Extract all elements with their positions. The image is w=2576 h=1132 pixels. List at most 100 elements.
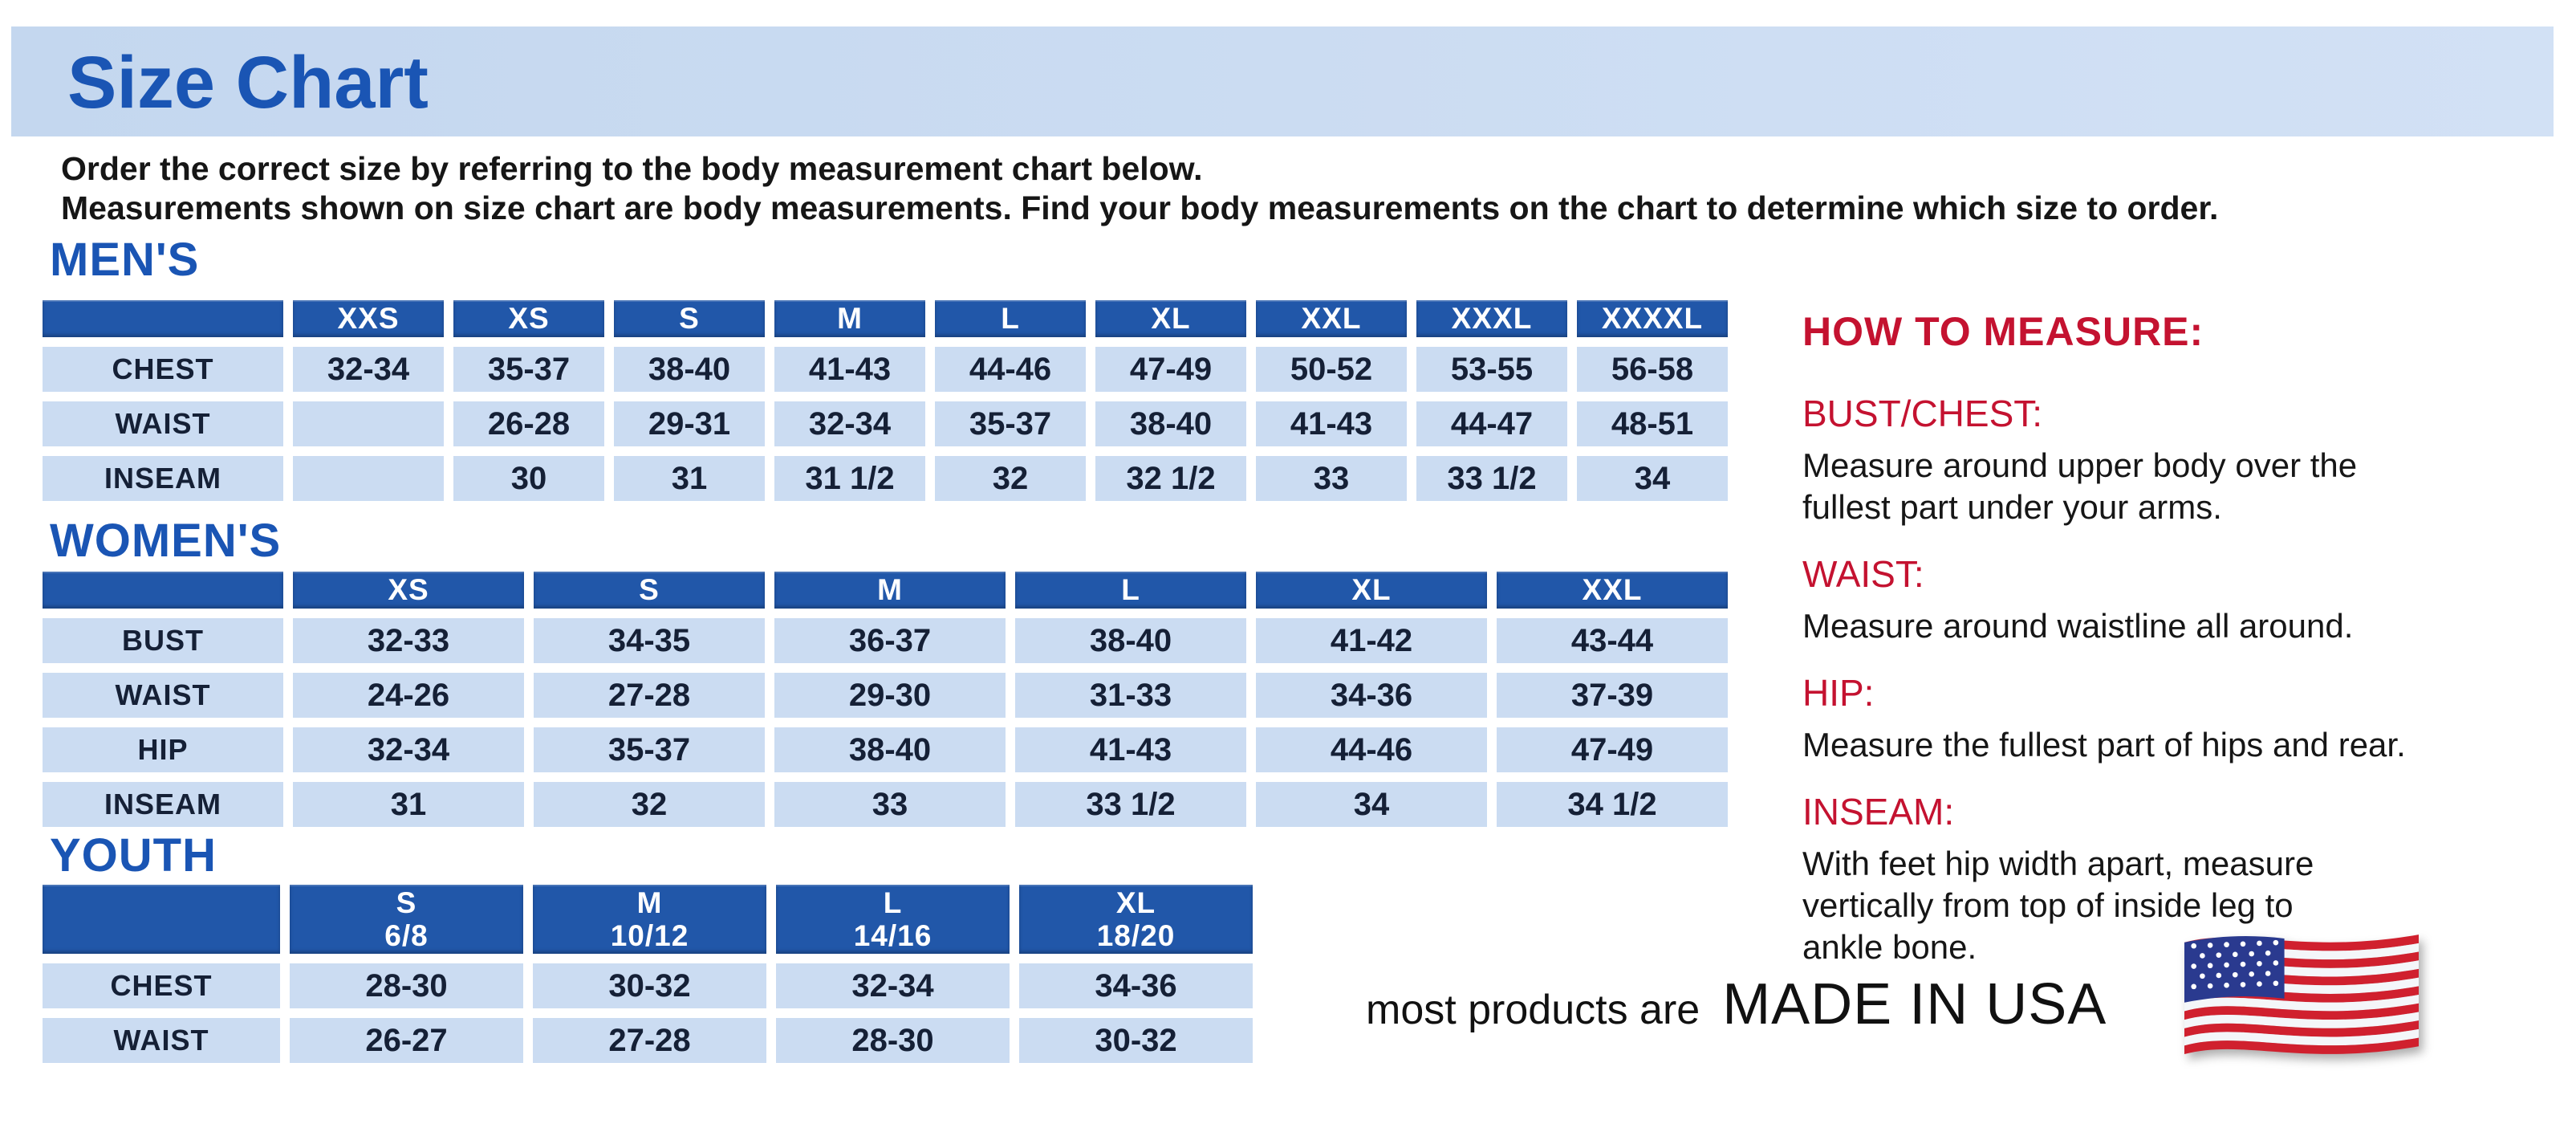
column-header-cell: L 14/16	[776, 885, 1010, 954]
column-header-cell: S	[614, 300, 765, 337]
size-value-cell: 34 1/2	[1497, 782, 1728, 827]
size-value-cell	[293, 456, 444, 501]
mens-size-table: XXS XS S M L XL XXL XXXL XXXXL CHEST 32-34 35-37 38-…	[43, 300, 1728, 501]
title-banner: Size Chart	[11, 26, 2554, 136]
size-value-cell: 50-52	[1256, 347, 1407, 392]
size-value-cell: 33 1/2	[1416, 456, 1567, 501]
size-value-cell: 32	[935, 456, 1086, 501]
column-header-cell: XXL	[1497, 572, 1728, 609]
column-header-cell: M 10/12	[533, 885, 766, 954]
intro-line-1: Order the correct size by referring to t…	[61, 150, 1203, 187]
column-header-cell: XXXL	[1416, 300, 1567, 337]
row-label-cell: WAIST	[43, 1018, 280, 1063]
measure-description: Measure the fullest part of hips and rea…	[1802, 724, 2565, 766]
row-label-cell: WAIST	[43, 401, 283, 446]
row-label-cell: BUST	[43, 618, 283, 663]
size-value-cell: 30-32	[1019, 1018, 1253, 1063]
column-header-cell: XXL	[1256, 300, 1407, 337]
size-value-cell: 26-27	[290, 1018, 523, 1063]
size-value-cell: 35-37	[935, 401, 1086, 446]
size-value-cell: 32-34	[293, 347, 444, 392]
size-value-cell	[293, 401, 444, 446]
measure-description-line: vertically from top of inside leg to	[1802, 886, 2294, 924]
size-value-cell: 56-58	[1577, 347, 1728, 392]
size-value-cell: 43-44	[1497, 618, 1728, 663]
measure-term: BUST/CHEST:	[1802, 393, 2043, 434]
row-label-cell: WAIST	[43, 673, 283, 718]
measure-description-line: ankle bone.	[1802, 928, 1977, 966]
size-value-cell: 53-55	[1416, 347, 1567, 392]
measure-description-line: Measure around waistline all around.	[1802, 607, 2354, 645]
size-range-label: 14/16	[853, 919, 932, 952]
size-value-cell: 41-43	[774, 347, 925, 392]
table-corner-cell	[43, 300, 283, 337]
womens-size-table: XS S M L XL XXL BUST 32-33 34-35 36-37 38-40 41-42 4…	[43, 572, 1728, 827]
size-value-cell: 30-32	[533, 963, 766, 1008]
size-value-cell: 34	[1577, 456, 1728, 501]
size-value-cell: 44-46	[1256, 727, 1487, 772]
size-value-cell: 34-36	[1019, 963, 1253, 1008]
size-value-cell: 44-47	[1416, 401, 1567, 446]
column-header-cell: L	[935, 300, 1086, 337]
size-value-cell: 34-35	[534, 618, 765, 663]
size-value-cell: 26-28	[453, 401, 604, 446]
size-value-cell: 31-33	[1015, 673, 1246, 718]
column-header-cell: M	[774, 300, 925, 337]
size-value-cell: 31	[293, 782, 524, 827]
size-value-cell: 32	[534, 782, 765, 827]
column-header-cell: XS	[293, 572, 524, 609]
size-label: M	[636, 886, 663, 919]
column-header-cell: S 6/8	[290, 885, 523, 954]
how-to-measure-heading: HOW TO MEASURE:	[1802, 309, 2204, 354]
youth-size-table: S 6/8 M 10/12 L 14/16 XL 18/20 CHEST 28-30 30-32 32…	[43, 885, 1253, 1063]
size-range-label: 6/8	[384, 919, 429, 952]
youth-section-heading: YOUTH	[50, 829, 217, 882]
measure-term: HIP:	[1802, 672, 1875, 714]
row-label-cell: INSEAM	[43, 782, 283, 827]
us-flag-icon	[2184, 922, 2419, 1071]
made-in-usa-line: most products are MADE IN USA	[1366, 971, 2107, 1037]
size-value-cell: 41-43	[1256, 401, 1407, 446]
measure-term: WAIST:	[1802, 553, 1924, 595]
size-value-cell: 27-28	[533, 1018, 766, 1063]
size-value-cell: 47-49	[1497, 727, 1728, 772]
measure-description: Measure around upper body over the fulles…	[1802, 445, 2565, 528]
column-header-cell: XXS	[293, 300, 444, 337]
measure-description-line: fullest part under your arms.	[1802, 488, 2222, 526]
womens-section-heading: WOMEN'S	[50, 515, 282, 567]
size-value-cell: 28-30	[290, 963, 523, 1008]
table-corner-cell	[43, 885, 280, 954]
row-label-cell: CHEST	[43, 963, 280, 1008]
row-label-cell: HIP	[43, 727, 283, 772]
size-value-cell: 38-40	[1015, 618, 1246, 663]
size-value-cell: 38-40	[1095, 401, 1246, 446]
made-in-prefix-text: most products are	[1366, 987, 1700, 1033]
size-label: XL	[1115, 886, 1156, 919]
size-value-cell: 37-39	[1497, 673, 1728, 718]
size-value-cell: 30	[453, 456, 604, 501]
how-to-measure-items: BUST/CHEST: Measure around upper body ove…	[1802, 392, 2565, 968]
size-label: S	[396, 886, 417, 919]
size-value-cell: 31 1/2	[774, 456, 925, 501]
column-header-cell: L	[1015, 572, 1246, 609]
size-value-cell: 28-30	[776, 1018, 1010, 1063]
measure-description-line: With feet hip width apart, measure	[1802, 845, 2314, 882]
table-corner-cell	[43, 572, 283, 609]
how-to-measure-panel: HOW TO MEASURE: BUST/CHEST: Measure aroun…	[1802, 308, 2565, 968]
column-header-cell: XXXXL	[1577, 300, 1728, 337]
size-value-cell: 38-40	[774, 727, 1006, 772]
size-value-cell: 36-37	[774, 618, 1006, 663]
size-value-cell: 38-40	[614, 347, 765, 392]
size-value-cell: 33	[774, 782, 1006, 827]
size-value-cell: 48-51	[1577, 401, 1728, 446]
size-value-cell: 41-43	[1015, 727, 1246, 772]
page-title: Size Chart	[67, 42, 429, 124]
made-in-usa-text: MADE IN USA	[1722, 972, 2107, 1036]
size-value-cell: 24-26	[293, 673, 524, 718]
size-value-cell: 47-49	[1095, 347, 1246, 392]
intro-text: Order the correct size by referring to t…	[61, 149, 2218, 228]
column-header-cell: XL 18/20	[1019, 885, 1253, 954]
column-header-cell: XL	[1095, 300, 1246, 337]
measure-description-line: Measure the fullest part of hips and rea…	[1802, 726, 2406, 763]
